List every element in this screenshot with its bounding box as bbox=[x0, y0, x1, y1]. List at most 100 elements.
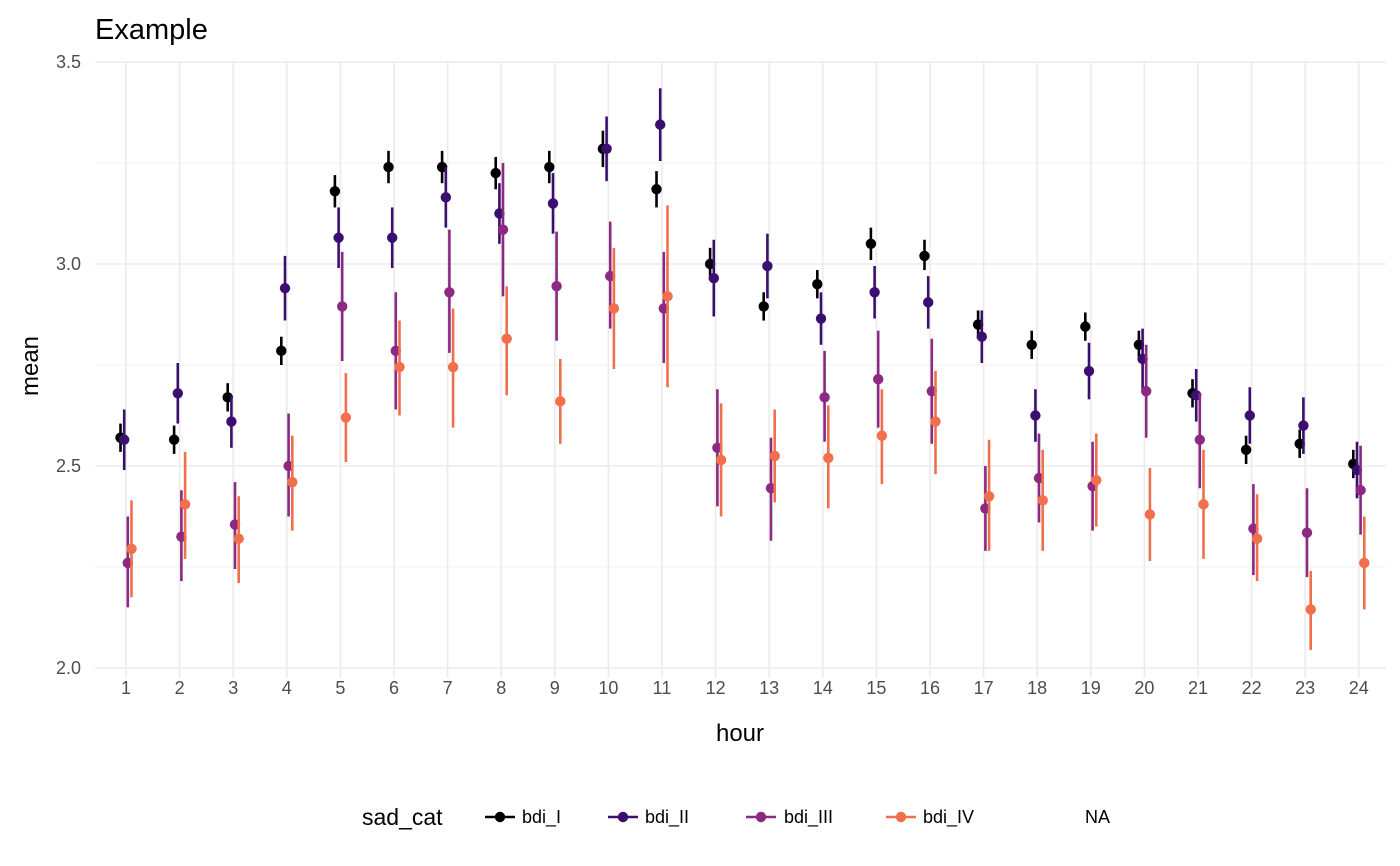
data-point bbox=[337, 301, 348, 312]
data-point bbox=[1355, 485, 1366, 496]
data-point bbox=[544, 161, 555, 173]
x-tick-label: 16 bbox=[920, 678, 940, 698]
data-point bbox=[758, 301, 769, 312]
x-tick-label: 5 bbox=[335, 678, 345, 698]
legend-label: bdi_II bbox=[645, 807, 689, 828]
data-point bbox=[1301, 527, 1313, 538]
x-tick-label: 23 bbox=[1295, 678, 1315, 698]
data-point bbox=[715, 454, 727, 466]
data-point bbox=[490, 167, 501, 179]
data-point bbox=[394, 361, 405, 373]
chart-title: Example bbox=[95, 14, 208, 46]
legend-item-bdi_II: bdi_II bbox=[608, 807, 689, 828]
data-point bbox=[1240, 444, 1252, 456]
marks-layer bbox=[115, 88, 1370, 650]
data-point bbox=[819, 392, 830, 403]
data-point bbox=[1251, 533, 1263, 544]
legend: sad_cat bdi_I bdi_II bdi_III bdi_IV NA bbox=[362, 804, 1110, 830]
data-point bbox=[1026, 339, 1037, 350]
legend-key-point bbox=[617, 811, 629, 823]
data-point bbox=[276, 345, 287, 357]
data-point bbox=[444, 287, 455, 298]
y-tick-label: 3.0 bbox=[56, 254, 81, 274]
y-axis-title: mean bbox=[17, 336, 44, 396]
grid-layer bbox=[95, 61, 1386, 678]
data-point bbox=[1305, 604, 1316, 615]
series-bdi_III bbox=[122, 163, 1366, 608]
x-tick-label: 21 bbox=[1188, 678, 1208, 698]
data-point bbox=[551, 281, 562, 292]
x-tick-labels: 1 2 3 4 5 6 7 8 9 10 11 12 13 14 15 16 17 18 19 20 21 22 23 24 bbox=[121, 678, 1369, 698]
x-tick-label: 12 bbox=[706, 678, 726, 698]
legend-item-bdi_IV: bdi_IV bbox=[886, 807, 974, 828]
x-tick-label: 19 bbox=[1081, 678, 1101, 698]
data-point bbox=[387, 232, 398, 243]
data-point bbox=[1091, 474, 1102, 486]
series-bdi_IV bbox=[126, 205, 1370, 650]
data-point bbox=[930, 416, 941, 427]
data-point bbox=[555, 396, 566, 407]
data-point bbox=[1037, 495, 1048, 506]
data-point bbox=[1083, 365, 1095, 377]
data-point bbox=[501, 333, 512, 344]
legend-item-NA: NA bbox=[1085, 807, 1110, 827]
data-point bbox=[119, 434, 130, 445]
x-tick-label: 22 bbox=[1242, 678, 1262, 698]
x-tick-label: 4 bbox=[282, 678, 292, 698]
legend-item-bdi_III: bdi_III bbox=[746, 807, 833, 828]
x-axis-title: hour bbox=[716, 720, 764, 747]
x-tick-label: 10 bbox=[598, 678, 618, 698]
data-point bbox=[447, 361, 459, 373]
data-point bbox=[1144, 509, 1156, 520]
x-tick-label: 3 bbox=[228, 678, 238, 698]
data-point bbox=[329, 186, 341, 197]
data-point bbox=[608, 303, 620, 314]
x-tick-label: 8 bbox=[496, 678, 506, 698]
x-tick-label: 9 bbox=[550, 678, 560, 698]
data-point bbox=[1298, 420, 1309, 431]
data-point bbox=[655, 119, 666, 130]
data-point bbox=[497, 224, 509, 235]
data-point bbox=[815, 313, 827, 324]
data-point bbox=[126, 543, 137, 555]
data-point bbox=[876, 430, 888, 441]
x-tick-label: 11 bbox=[653, 678, 672, 698]
legend-label: bdi_IV bbox=[923, 807, 974, 828]
data-point bbox=[873, 373, 884, 385]
y-tick-labels: 2.0 2.5 3.0 3.5 bbox=[56, 52, 81, 678]
data-point bbox=[179, 499, 191, 510]
legend-label: bdi_I bbox=[522, 807, 561, 828]
y-tick-label: 3.5 bbox=[56, 52, 81, 72]
data-point bbox=[869, 287, 880, 298]
data-point bbox=[1141, 386, 1152, 397]
data-point bbox=[547, 198, 559, 209]
data-point bbox=[662, 291, 673, 302]
x-tick-label: 20 bbox=[1134, 678, 1154, 698]
legend-label: NA bbox=[1085, 807, 1110, 827]
data-point bbox=[1359, 557, 1370, 569]
data-point bbox=[279, 283, 291, 294]
data-point bbox=[1080, 321, 1091, 332]
legend-item-bdi_I: bdi_I bbox=[485, 807, 561, 828]
data-point bbox=[762, 260, 773, 272]
data-point bbox=[823, 452, 834, 464]
data-point bbox=[601, 143, 612, 155]
data-point bbox=[865, 238, 877, 249]
data-point bbox=[708, 272, 719, 284]
y-tick-label: 2.0 bbox=[56, 658, 81, 678]
data-point bbox=[333, 232, 344, 243]
x-tick-label: 17 bbox=[974, 678, 994, 698]
data-point bbox=[1198, 499, 1209, 510]
data-point bbox=[812, 279, 823, 290]
y-tick-label: 2.5 bbox=[56, 456, 81, 476]
data-point bbox=[340, 412, 352, 423]
data-point bbox=[1194, 434, 1206, 445]
data-point bbox=[287, 476, 298, 488]
data-point bbox=[1030, 410, 1041, 421]
series-bdi_II bbox=[119, 88, 1363, 499]
x-tick-label: 6 bbox=[389, 678, 399, 698]
data-point bbox=[769, 450, 780, 462]
x-tick-label: 1 bbox=[121, 678, 131, 698]
